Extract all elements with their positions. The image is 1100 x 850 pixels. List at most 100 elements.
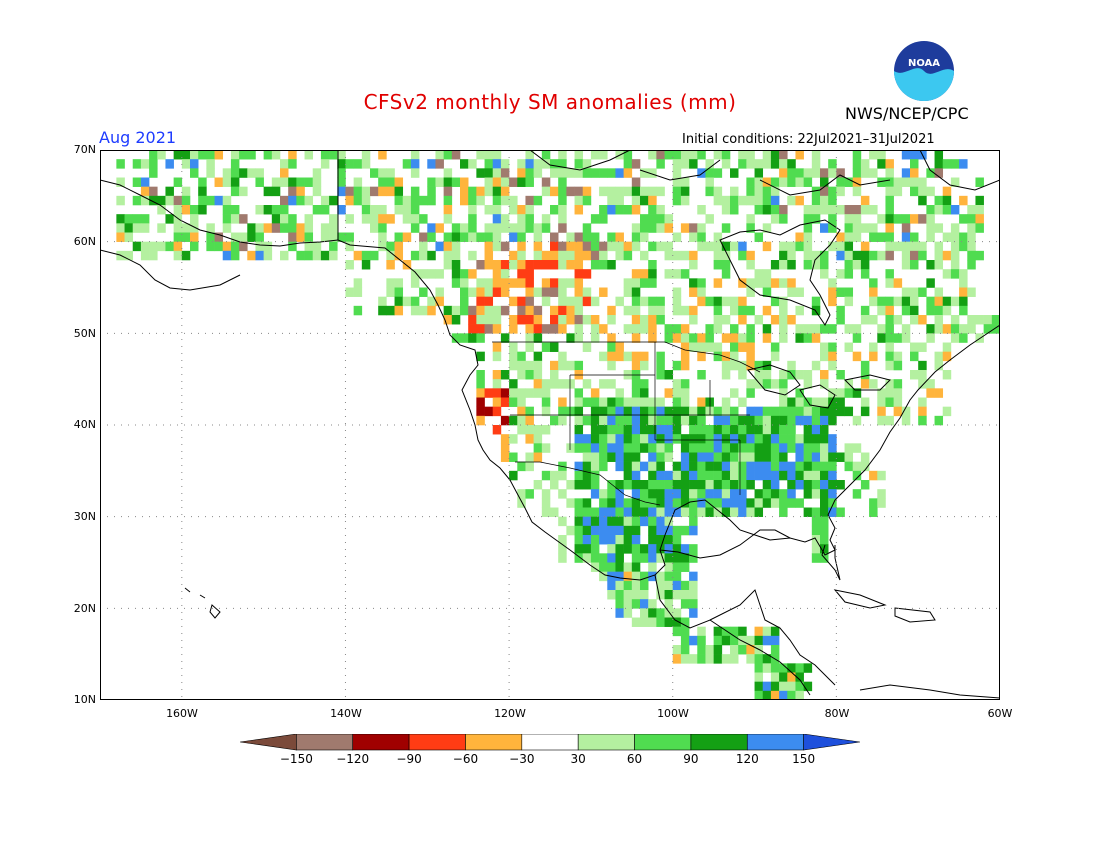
anomaly-cell xyxy=(623,150,633,160)
anomaly-cell xyxy=(410,168,420,178)
anomaly-cell xyxy=(435,177,444,187)
anomaly-cell xyxy=(615,507,624,517)
anomaly-cell xyxy=(550,415,559,426)
anomaly-cell xyxy=(713,296,723,307)
colorbar-segment xyxy=(803,734,860,751)
anomaly-cell xyxy=(713,186,723,197)
anomaly-cell xyxy=(885,388,894,398)
lon-label-100w: 100W xyxy=(657,707,689,720)
anomaly-cell xyxy=(721,626,731,637)
colorbar-segment xyxy=(352,734,410,751)
anomaly-cell xyxy=(779,507,788,517)
anomaly-cell xyxy=(509,195,518,206)
anomaly-cell xyxy=(689,278,698,288)
anomaly-cell xyxy=(402,195,412,206)
anomaly-cell xyxy=(721,489,731,499)
anomaly-cell xyxy=(730,168,739,178)
anomaly-cell xyxy=(713,425,723,435)
anomaly-cell xyxy=(460,305,469,316)
anomaly-cell xyxy=(836,205,845,215)
anomaly-cell xyxy=(746,214,755,224)
anomaly-cell xyxy=(361,250,371,261)
anomaly-cell xyxy=(869,287,878,297)
anomaly-cell xyxy=(615,608,624,618)
anomaly-cell xyxy=(648,269,657,279)
anomaly-cell xyxy=(738,645,747,655)
anomaly-cell xyxy=(533,443,543,453)
anomaly-cell xyxy=(517,498,526,508)
anomaly-cell xyxy=(198,186,207,197)
anomaly-cell xyxy=(656,608,665,618)
anomaly-cell xyxy=(787,425,796,435)
anomaly-cell xyxy=(255,241,264,252)
colorbar-tick-label: 150 xyxy=(792,752,816,766)
anomaly-cell xyxy=(337,186,346,197)
anomaly-cell xyxy=(828,287,837,297)
anomaly-cell xyxy=(230,168,240,178)
anomaly-cell xyxy=(541,150,551,160)
anomaly-cell xyxy=(255,177,264,187)
map-title: CFSv2 monthly SM anomalies (mm) xyxy=(363,90,737,114)
anomaly-cell xyxy=(926,379,935,389)
anomaly-cell xyxy=(140,223,150,233)
anomaly-cell xyxy=(803,333,813,343)
anomaly-cell xyxy=(893,315,903,325)
anomaly-cell xyxy=(558,278,567,288)
anomaly-cell xyxy=(451,150,461,160)
anomaly-cell xyxy=(230,214,240,224)
anomaly-cell xyxy=(721,370,731,380)
anomaly-cell xyxy=(697,434,706,444)
anomaly-cell xyxy=(386,260,395,270)
anomaly-cell xyxy=(574,278,584,288)
anomaly-cell xyxy=(574,443,584,453)
anomaly-cell xyxy=(877,150,886,160)
anomaly-cell xyxy=(590,260,600,270)
anomaly-cell xyxy=(803,223,813,233)
anomaly-cell xyxy=(762,223,772,233)
anomaly-cell xyxy=(239,168,248,178)
anomaly-cell xyxy=(672,434,682,444)
anomaly-cell xyxy=(656,590,665,600)
anomaly-cell xyxy=(607,168,616,178)
anomaly-cell xyxy=(149,186,158,197)
anomaly-cell xyxy=(885,296,894,307)
anomaly-cell xyxy=(738,397,747,407)
anomaly-cell xyxy=(525,370,534,380)
anomaly-cell xyxy=(280,223,289,233)
anomaly-cell xyxy=(664,525,674,536)
anomaly-cell xyxy=(770,480,780,490)
anomaly-cell xyxy=(615,498,624,508)
anomaly-cell xyxy=(541,278,551,288)
anomaly-cell xyxy=(590,296,600,307)
anomaly-cell xyxy=(451,269,461,279)
anomaly-cell xyxy=(230,150,240,160)
anomaly-cell xyxy=(607,535,616,545)
anomaly-cell xyxy=(574,241,584,252)
anomaly-cell xyxy=(263,241,273,252)
anomaly-cell xyxy=(869,205,878,215)
anomaly-cell xyxy=(288,150,297,160)
anomaly-cell xyxy=(828,223,837,233)
anomaly-cell xyxy=(746,379,755,389)
anomaly-cell xyxy=(631,590,641,600)
anomaly-cell xyxy=(959,278,968,288)
anomaly-cell xyxy=(419,214,428,224)
anomaly-cell xyxy=(443,241,453,252)
anomaly-cell xyxy=(599,507,608,517)
anomaly-cell xyxy=(877,489,886,499)
anomaly-cell xyxy=(762,379,772,389)
anomaly-cell xyxy=(860,360,870,371)
anomaly-cell xyxy=(820,370,829,380)
anomaly-cell xyxy=(746,250,755,261)
anomaly-cell xyxy=(640,214,649,224)
anomaly-cell xyxy=(296,223,305,233)
anomaly-cell xyxy=(468,269,477,279)
anomaly-cell xyxy=(525,205,534,215)
anomaly-cell xyxy=(656,525,665,536)
anomaly-cell xyxy=(811,516,821,527)
anomaly-cell xyxy=(803,370,813,380)
anomaly-cell xyxy=(934,287,944,297)
colorbar-tick-label: 30 xyxy=(570,752,586,766)
anomaly-cell xyxy=(566,186,575,197)
anomaly-cell xyxy=(680,195,690,206)
